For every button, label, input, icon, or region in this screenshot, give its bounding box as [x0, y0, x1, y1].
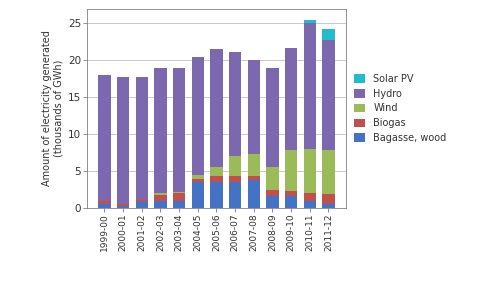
Bar	[285, 151, 297, 191]
Bar	[228, 176, 240, 182]
Bar	[135, 77, 147, 200]
Bar	[285, 48, 297, 151]
Bar	[247, 154, 259, 176]
Bar	[210, 182, 222, 208]
Bar	[247, 60, 259, 154]
Bar	[210, 167, 222, 176]
Bar	[322, 40, 334, 150]
Bar	[303, 23, 315, 149]
Bar	[173, 68, 185, 192]
Bar	[285, 196, 297, 208]
Bar	[247, 180, 259, 208]
Bar	[303, 193, 315, 201]
Bar	[228, 156, 240, 176]
Bar	[322, 150, 334, 194]
Bar	[303, 149, 315, 193]
Bar	[117, 77, 129, 204]
Bar	[266, 190, 278, 196]
Bar	[285, 191, 297, 196]
Bar	[228, 182, 240, 208]
Bar	[135, 200, 147, 202]
Bar	[98, 204, 110, 208]
Bar	[210, 176, 222, 182]
Bar	[228, 52, 240, 156]
Bar	[303, 201, 315, 208]
Bar	[135, 202, 147, 208]
Bar	[173, 201, 185, 208]
Bar	[173, 192, 185, 193]
Bar	[154, 193, 166, 195]
Bar	[192, 182, 204, 208]
Bar	[192, 179, 204, 182]
Bar	[192, 175, 204, 179]
Bar	[154, 68, 166, 193]
Bar	[303, 20, 315, 23]
Bar	[210, 49, 222, 167]
Bar	[247, 176, 259, 180]
Bar	[192, 57, 204, 175]
Bar	[266, 167, 278, 190]
Bar	[173, 193, 185, 201]
Bar	[117, 206, 129, 208]
Legend: Solar PV, Hydro, Wind, Biogas, Bagasse, wood: Solar PV, Hydro, Wind, Biogas, Bagasse, …	[349, 70, 449, 147]
Y-axis label: Amount of electricity generated
(thousands of GWh): Amount of electricity generated (thousan…	[42, 30, 63, 186]
Bar	[154, 195, 166, 201]
Bar	[117, 204, 129, 206]
Bar	[322, 204, 334, 208]
Bar	[266, 196, 278, 208]
Bar	[266, 68, 278, 167]
Bar	[154, 201, 166, 208]
Bar	[98, 201, 110, 204]
Bar	[322, 29, 334, 40]
Bar	[322, 194, 334, 204]
Bar	[98, 75, 110, 201]
